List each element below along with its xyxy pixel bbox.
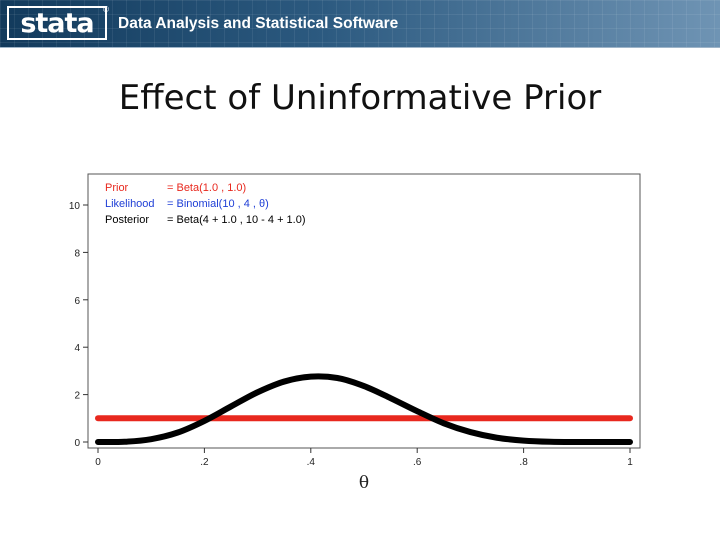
slide-title: Effect of Uninformative Prior [118, 78, 602, 118]
y-tick-label: 10 [69, 201, 81, 212]
y-tick-label: 0 [74, 438, 80, 449]
legend-likelihood-definition: = Binomial(10 , 4 , θ) [167, 198, 269, 210]
legend-likelihood-name: Likelihood [105, 198, 155, 210]
banner-grid-pattern [0, 0, 720, 47]
stata-logo: stata [7, 6, 107, 40]
y-tick-label: 8 [74, 248, 80, 259]
x-tick-label: .6 [413, 457, 422, 468]
y-tick-label: 2 [74, 391, 80, 402]
header-banner: stata ® Data Analysis and Statistical So… [0, 0, 720, 48]
plot-frame [87, 173, 641, 449]
header-tagline: Data Analysis and Statistical Software [118, 15, 399, 32]
y-tick-label: 4 [74, 343, 80, 354]
legend-posterior-definition: = Beta(4 + 1.0 , 10 - 4 + 1.0) [167, 214, 306, 226]
x-tick-label: .8 [519, 457, 528, 468]
legend-prior-name: Prior [105, 182, 129, 194]
x-tick-label: .4 [307, 457, 316, 468]
x-tick-label: 1 [627, 457, 633, 468]
posterior-series-line [95, 373, 633, 446]
y-tick-label: 6 [74, 296, 80, 307]
legend-posterior-name: Posterior [105, 214, 149, 226]
logo-text: stata [20, 7, 94, 39]
x-tick-label: .2 [200, 457, 209, 468]
legend-prior-definition: = Beta(1.0 , 1.0) [167, 182, 246, 194]
registered-mark: ® [103, 5, 109, 14]
prior-chart: 0 2 4 6 8 10 0 .2 .4 .6 .8 1 θ Prior = Beta(1.0 , 1.0)… [69, 173, 641, 493]
x-tick-label: 0 [95, 457, 101, 468]
x-axis-label: θ [359, 473, 369, 493]
